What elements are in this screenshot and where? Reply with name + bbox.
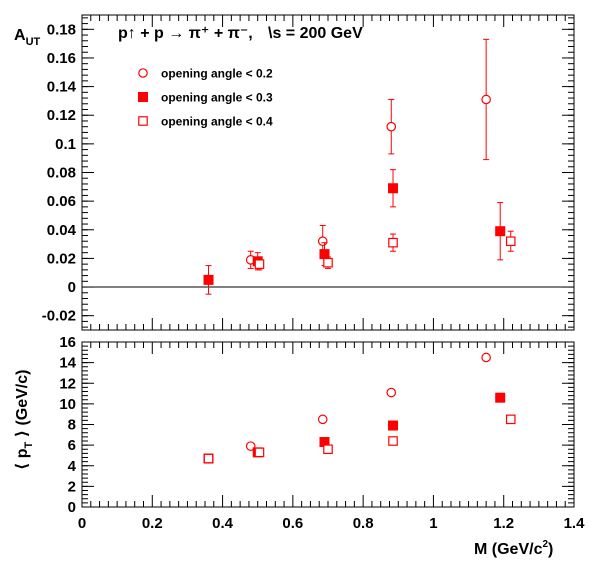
mean-pt-y-tick-label: 6: [68, 437, 76, 454]
mean-pt-y-axis-unit: ⟩ (GeV/c): [14, 370, 31, 442]
mass-x-tick-label: 1.4: [564, 515, 586, 532]
asymmetry-axis-ticks: -0.02 0 0.02 0.04 0.06 0.08 0.1 0.12 0.14 0.16 0.1…: [42, 15, 575, 330]
asymmetry-point-series-1: [481, 94, 491, 105]
reaction-text: p↑ + p → π⁺ + π⁻,: [118, 25, 253, 42]
legend: opening angle < 0.2 opening angle < 0.3 op…: [138, 67, 273, 129]
mean-pt-y-axis-title: ⟨ pT ⟩ (GeV/c): [14, 370, 35, 470]
asymmetry-y-tick-label: 0.16: [47, 50, 76, 67]
asymmetry-point-series-1: [386, 121, 397, 132]
mean-pt-point-series-2: [388, 420, 399, 431]
mean-pt-panel: 0 2 4 6 8 10 12 14 16 0 0.2 0.4 0.6 0.8 1 1.2 1.4 ⟨ pT ⟩…: [14, 334, 585, 558]
energy-text: \s = 200 GeV: [268, 25, 363, 42]
mean-pt-y-tick-label: 16: [59, 334, 76, 351]
legend-label: opening angle < 0.2: [161, 67, 273, 81]
asymmetry-point-series-3: [505, 236, 516, 247]
mean-pt-point-series-1: [481, 352, 491, 363]
mass-x-tick-label: 1.2: [493, 515, 514, 532]
mean-pt-plot-frame: [81, 341, 575, 508]
mass-x-tick-label: 0: [78, 515, 86, 532]
asymmetry-y-tick-label: 0.1: [55, 136, 76, 153]
mean-pt-point-series-2: [495, 392, 506, 403]
mass-x-axis-close-paren: ): [548, 541, 553, 558]
mass-x-tick-label: 1: [429, 515, 437, 532]
asymmetry-y-tick-label: 0.02: [47, 250, 76, 267]
asymmetry-y-axis-title: AUT: [14, 27, 41, 48]
mass-x-tick-label: 0.2: [142, 515, 163, 532]
asymmetry-y-tick-label: 0.18: [47, 21, 76, 38]
asymmetry-y-tick-label: -0.02: [42, 308, 76, 325]
mean-pt-axis-ticks: 0 2 4 6 8 10 12 14 16 0 0.2 0.4 0.6 0.8 1 1.2 1.4: [59, 334, 585, 532]
asymmetry-y-tick-label: 0.04: [47, 222, 77, 239]
mass-x-axis-superscript: 2: [542, 539, 548, 550]
asymmetry-point-series-3: [388, 237, 398, 248]
asymmetry-point-series-3: [323, 257, 333, 268]
mean-pt-point-series-1: [317, 414, 328, 425]
asymmetry-panel: -0.02 0 0.02 0.04 0.06 0.08 0.1 0.12 0.14 0.16 0.1…: [14, 14, 575, 331]
mean-pt-y-tick-label: 4: [68, 458, 77, 475]
asymmetry-point-series-1: [317, 236, 328, 247]
mean-pt-y-tick-label: 10: [59, 396, 76, 413]
asymmetry-y-tick-label: 0.12: [47, 107, 76, 124]
legend-label: opening angle < 0.4: [161, 115, 273, 129]
legend-marker: [138, 116, 148, 126]
asymmetry-y-tick-label: 0.06: [47, 193, 76, 210]
mean-pt-data-points: [203, 352, 516, 464]
legend-marker: [138, 68, 148, 78]
mass-x-tick-label: 0.6: [282, 515, 303, 532]
asymmetry-y-tick-label: 0.08: [47, 165, 76, 182]
mass-x-axis-title: M (GeV/c2): [474, 539, 553, 558]
mean-pt-y-tick-label: 0: [68, 499, 76, 516]
mass-x-tick-label: 0.4: [212, 515, 234, 532]
mean-pt-point-series-3: [505, 414, 516, 425]
mean-pt-y-tick-label: 12: [59, 375, 76, 392]
mean-pt-point-series-1: [386, 387, 397, 398]
asymmetry-point-series-3: [254, 259, 265, 269]
asymmetry-y-axis-subscript: UT: [26, 36, 41, 48]
mean-pt-y-tick-label: 8: [68, 417, 76, 434]
reaction-label: p↑ + p → π⁺ + π⁻, \s = 200 GeV: [118, 25, 363, 42]
legend-marker: [138, 92, 148, 102]
legend-label: opening angle < 0.3: [161, 91, 273, 105]
asymmetry-data-points: [203, 38, 516, 295]
mean-pt-point-series-3: [254, 447, 265, 458]
asymmetry-plot-frame: [81, 14, 575, 331]
mean-pt-y-axis-subscript: T: [23, 441, 35, 448]
asymmetry-y-tick-label: 0.14: [47, 79, 77, 96]
mean-pt-point-series-3: [388, 436, 398, 446]
mean-pt-point-series-3: [323, 444, 333, 455]
mean-pt-y-tick-label: 14: [59, 355, 76, 372]
mean-pt-point-series-3: [203, 453, 214, 464]
asymmetry-y-tick-label: 0: [68, 279, 76, 296]
asymmetry-point-series-2: [388, 183, 399, 194]
mass-x-tick-label: 0.8: [353, 515, 374, 532]
asymmetry-point-series-2: [203, 274, 214, 285]
asymmetry-point-series-2: [495, 226, 506, 237]
mean-pt-y-tick-label: 2: [68, 478, 76, 495]
